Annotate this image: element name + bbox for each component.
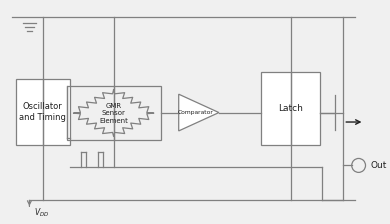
Text: GMR
Sensor
Element: GMR Sensor Element (99, 103, 128, 124)
Text: Out: Out (370, 161, 386, 170)
Text: Comparator: Comparator (178, 110, 213, 115)
Bar (67, 86, 161, 140)
Text: $V_{DD}$: $V_{DD}$ (34, 207, 49, 219)
Bar (16, 79, 69, 145)
Bar (261, 72, 320, 145)
Text: Oscillator
and Timing: Oscillator and Timing (20, 102, 66, 122)
Text: Latch: Latch (278, 104, 303, 113)
Polygon shape (179, 94, 219, 131)
